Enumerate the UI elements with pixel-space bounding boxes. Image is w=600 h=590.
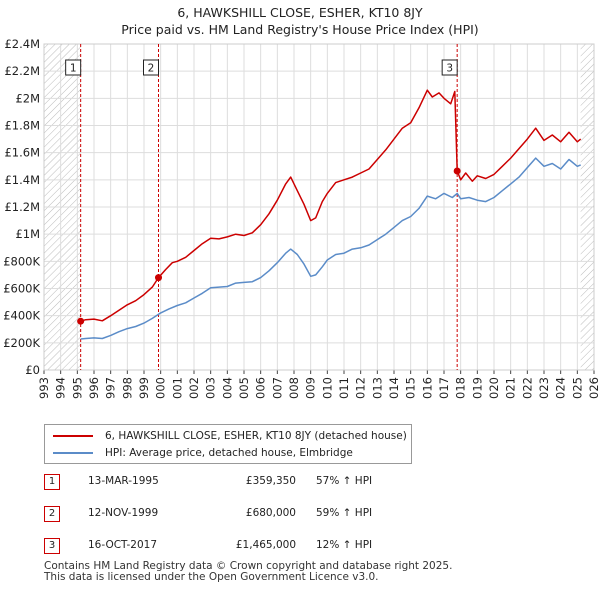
y-tick-label: £600K [3, 282, 40, 296]
sale-number-badge: 3 [44, 538, 60, 554]
sale-number-box [65, 59, 82, 76]
sale-price: £1,465,000 [235, 539, 296, 551]
footer-attribution: Contains HM Land Registry data © Crown c… [44, 561, 452, 583]
x-tick-label: 2023 [537, 377, 551, 400]
price-chart: £0 £200K £400K £600K £800K £1M £1.2M £1.4M £1.6M… [3, 37, 600, 400]
sale-number-badge: 2 [44, 506, 60, 522]
sale-price: £359,350 [245, 475, 296, 487]
x-tick-label: 1999 [137, 377, 151, 400]
x-tick-label: 2011 [337, 377, 351, 400]
x-tick-label: 2024 [554, 377, 568, 400]
y-tick-label: £2M [15, 91, 40, 105]
x-tick-label: 2014 [387, 377, 401, 400]
x-tick-label: 2002 [187, 377, 201, 400]
sale-date: 12-NOV-1999 [88, 507, 159, 519]
x-tick-label: 2008 [287, 377, 301, 400]
x-tick-label: 2010 [320, 377, 334, 400]
x-tick-label: 2017 [437, 377, 451, 400]
x-tick-label: 2016 [420, 377, 434, 400]
sale-row: 2 12-NOV-1999 £680,000 59% ↑ HPI [44, 506, 424, 524]
property-price-line [80, 89, 582, 322]
x-tick-label: 1998 [120, 377, 134, 400]
x-tick-label: 2012 [354, 377, 368, 400]
sale-date: 13-MAR-1995 [88, 475, 159, 487]
sale-price: £680,000 [245, 507, 296, 519]
y-tick-label: £0 [25, 363, 40, 377]
sale-date: 16-OCT-2017 [88, 539, 157, 551]
y-tick-label: £1.6M [4, 146, 40, 160]
x-tick-label: 2018 [454, 377, 468, 400]
y-tick-label: £2.2M [4, 64, 40, 78]
x-tick-label: 1997 [104, 377, 118, 400]
x-tick-label: 1993 [37, 377, 51, 400]
sale-number-label: 3 [446, 63, 453, 75]
chart-legend: 6, HAWKSHILL CLOSE, ESHER, KT10 8JY (det… [44, 424, 412, 464]
plot-border [43, 43, 595, 371]
sale-hpi-change: 12% ↑ HPI [316, 539, 373, 551]
x-tick-label: 2005 [237, 377, 251, 400]
sale-point [155, 274, 162, 282]
y-tick-label: £1.8M [4, 119, 40, 133]
x-tick-label: 1994 [54, 377, 68, 400]
legend-swatch-hpi [53, 452, 93, 454]
y-tick-label: £1M [15, 227, 40, 241]
x-tick-label: 2007 [270, 377, 284, 400]
x-tick-label: 2000 [154, 377, 168, 400]
y-tick-label: £1.4M [4, 173, 40, 187]
sale-row: 1 13-MAR-1995 £359,350 57% ↑ HPI [44, 474, 424, 492]
x-tick-label: 2022 [520, 377, 534, 400]
sale-number-label: 2 [148, 63, 155, 75]
x-tick-label: 2021 [504, 377, 518, 400]
x-tick-label: 2013 [370, 377, 384, 400]
y-tick-label: £400K [3, 309, 40, 323]
x-tick-label: 2026 [587, 377, 600, 400]
x-tick-label: 2001 [170, 377, 184, 400]
x-tick-label: 2020 [487, 377, 501, 400]
x-tick-label: 2003 [204, 377, 218, 400]
sale-number-label: 1 [70, 63, 77, 75]
x-tick-label: 1995 [70, 377, 84, 400]
x-tick-label: 1996 [87, 377, 101, 400]
y-tick-label: £800K [3, 254, 40, 268]
sale-row: 3 16-OCT-2017 £1,465,000 12% ↑ HPI [44, 538, 424, 556]
sale-point [453, 167, 461, 175]
sale-number-box [441, 59, 458, 76]
chart-subtitle: Price paid vs. HM Land Registry's House … [121, 22, 479, 37]
sale-hpi-change: 59% ↑ HPI [316, 507, 373, 519]
legend-item-property: 6, HAWKSHILL CLOSE, ESHER, KT10 8JY (det… [53, 428, 407, 444]
legend-swatch-property [53, 435, 93, 437]
legend-label-hpi: HPI: Average price, detached house, Elmb… [105, 447, 353, 459]
x-tick-label: 2009 [304, 377, 318, 400]
footer-line-1: Contains HM Land Registry data © Crown c… [44, 560, 453, 572]
sale-hpi-change: 57% ↑ HPI [316, 475, 373, 487]
hpi-line [80, 157, 581, 340]
y-tick-label: £200K [3, 336, 40, 350]
footer-line-2: This data is licensed under the Open Gov… [44, 571, 379, 583]
sale-point [77, 317, 85, 325]
sale-number-badge: 1 [44, 474, 60, 490]
y-tick-label: £1.2M [4, 200, 40, 214]
chart-title: 6, HAWKSHILL CLOSE, ESHER, KT10 8JY [177, 5, 423, 20]
x-tick-label: 2019 [470, 377, 484, 400]
x-tick-label: 2006 [254, 377, 268, 400]
legend-item-hpi: HPI: Average price, detached house, Elmb… [53, 445, 353, 461]
legend-label-property: 6, HAWKSHILL CLOSE, ESHER, KT10 8JY (det… [105, 430, 407, 442]
x-tick-label: 2004 [220, 377, 234, 400]
chart-title-block: 6, HAWKSHILL CLOSE, ESHER, KT10 8JY Pric… [0, 4, 600, 38]
y-tick-label: £2.4M [4, 37, 40, 51]
x-tick-label: 2025 [570, 377, 584, 400]
sale-number-box [143, 59, 159, 76]
x-tick-label: 2015 [404, 377, 418, 400]
